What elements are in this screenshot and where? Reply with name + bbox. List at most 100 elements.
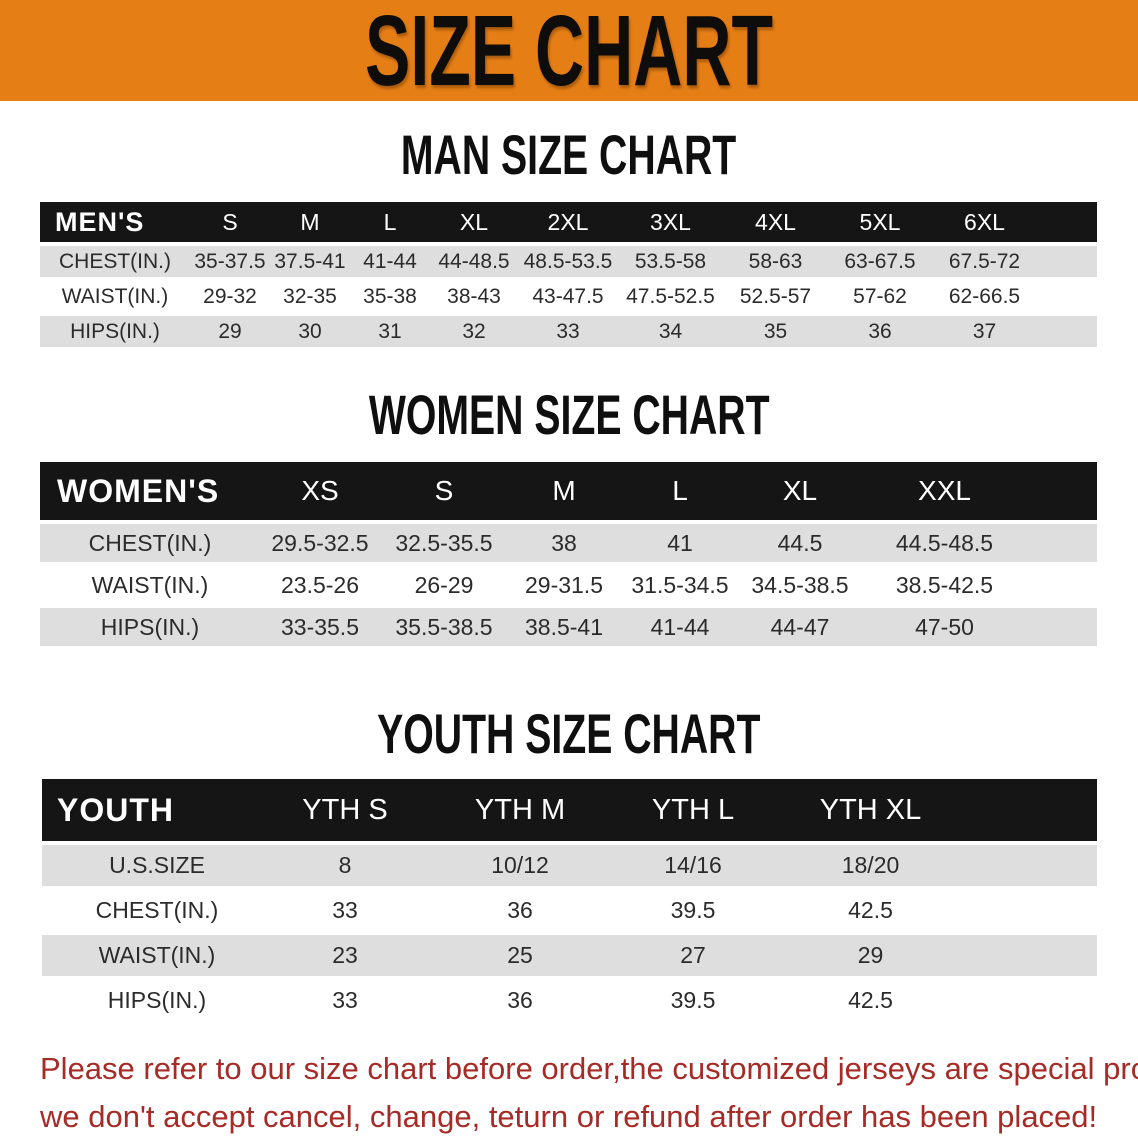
size-column-header: XL bbox=[459, 208, 489, 235]
measurement-row: HIPS(IN.) 33-35.5 35.5-38.5 38.5-41 41-44 44-… bbox=[40, 608, 1097, 646]
measurement-row: WAIST(IN.) 23 25 27 29 bbox=[42, 935, 1097, 976]
measurement-value: 38.5-41 bbox=[524, 613, 603, 640]
measurement-value: 18/20 bbox=[841, 852, 900, 878]
size-column-header: XS bbox=[301, 475, 339, 506]
measurement-value: 38.5-42.5 bbox=[895, 571, 994, 598]
measurement-row: WAIST(IN.) 29-32 32-35 35-38 38-43 43-47.5 47.… bbox=[40, 281, 1097, 312]
measurement-row: U.S.SIZE 8 10/12 14/16 18/20 bbox=[42, 845, 1097, 886]
measurement-label: CHEST(IN.) bbox=[59, 249, 171, 273]
measurement-value: 42.5 bbox=[848, 897, 893, 923]
size-column-header: S bbox=[434, 475, 454, 506]
measurement-value: 36 bbox=[507, 987, 533, 1013]
measurement-value: 39.5 bbox=[670, 897, 716, 923]
measurement-value: 29.5-32.5 bbox=[271, 529, 369, 556]
size-column-header: S bbox=[222, 208, 238, 235]
measurement-value: 10/12 bbox=[491, 852, 549, 878]
size-column-header: YTH S bbox=[302, 793, 388, 826]
group-label-header: WOMEN'S bbox=[57, 472, 220, 509]
size-column-header: M bbox=[300, 208, 320, 235]
size-header-row: MEN'S S M L XL 2XL 3XL 4XL 5XL 6XL bbox=[40, 202, 1097, 242]
size-column-header: XL bbox=[782, 475, 818, 506]
group-label-header: YOUTH bbox=[57, 791, 174, 828]
size-column-header: L bbox=[383, 208, 397, 235]
measurement-label: WAIST(IN.) bbox=[98, 942, 216, 968]
measurement-value: 58-63 bbox=[748, 249, 803, 273]
measurement-value: 44.5 bbox=[777, 529, 823, 556]
measurement-value: 41 bbox=[667, 529, 693, 556]
measurement-value: 29-32 bbox=[203, 284, 257, 308]
measurement-value: 44-48.5 bbox=[438, 249, 510, 273]
measurement-value: 57-62 bbox=[853, 284, 907, 308]
measurement-value: 14/16 bbox=[664, 852, 722, 878]
measurement-value: 47.5-52.5 bbox=[626, 284, 715, 308]
size-column-header: 5XL bbox=[859, 208, 901, 235]
measurement-value: 42.5 bbox=[848, 987, 893, 1013]
measurement-value: 31 bbox=[378, 319, 402, 343]
size-header-row: WOMEN'S XS S M L XL XXL bbox=[40, 462, 1097, 520]
disclaimer-line-2: we don't accept cancel, change, teturn o… bbox=[40, 1099, 1098, 1135]
measurement-label: U.S.SIZE bbox=[109, 852, 205, 878]
measurement-value: 44-47 bbox=[770, 613, 830, 640]
measurement-value: 26-29 bbox=[414, 571, 474, 598]
measurement-label: WAIST(IN.) bbox=[61, 284, 169, 308]
measurement-value: 30 bbox=[298, 319, 322, 343]
measurement-value: 34.5-38.5 bbox=[751, 571, 849, 598]
size-column-header: L bbox=[672, 475, 688, 506]
womens-size-table: WOMEN'S XS S M L XL XXL CHEST(IN.) 29.5-32.5 32.5… bbox=[40, 458, 1097, 650]
measurement-value: 32 bbox=[462, 319, 486, 343]
size-column-header: YTH XL bbox=[819, 793, 922, 826]
page-title: SIZE CHART bbox=[365, 0, 773, 107]
measurement-value: 67.5-72 bbox=[948, 249, 1021, 273]
measurement-value: 32-35 bbox=[283, 284, 337, 308]
measurement-value: 27 bbox=[680, 942, 706, 968]
measurement-row: HIPS(IN.) 29 30 31 32 33 34 35 36 37 bbox=[40, 316, 1097, 347]
measurement-value: 33 bbox=[332, 897, 358, 923]
measurement-value: 36 bbox=[507, 897, 533, 923]
measurement-value: 35-37.5 bbox=[194, 249, 266, 273]
measurement-value: 29 bbox=[857, 942, 884, 968]
measurement-value: 25 bbox=[507, 942, 533, 968]
youth-size-table: YOUTH YTH S YTH M YTH L YTH XL U.S.SIZE 8 10/12… bbox=[42, 775, 1097, 1025]
size-column-header: M bbox=[552, 475, 576, 506]
measurement-value: 31.5-34.5 bbox=[631, 571, 729, 598]
measurement-value: 47-50 bbox=[915, 613, 974, 640]
measurement-row: HIPS(IN.) 33 36 39.5 42.5 bbox=[42, 980, 1097, 1021]
measurement-value: 63-67.5 bbox=[844, 249, 916, 273]
measurement-value: 44.5-48.5 bbox=[895, 529, 994, 556]
measurement-value: 35 bbox=[763, 319, 788, 343]
measurement-value: 52.5-57 bbox=[739, 284, 812, 308]
measurement-value: 32.5-35.5 bbox=[395, 529, 493, 556]
mens-size-table: MEN'S S M L XL 2XL 3XL 4XL 5XL 6XL CHEST(IN.) 35-37… bbox=[40, 198, 1097, 351]
size-chart-banner: SIZE CHART bbox=[0, 0, 1138, 101]
measurement-value: 43-47.5 bbox=[532, 284, 604, 308]
measurement-value: 41-44 bbox=[650, 613, 710, 640]
size-column-header: 2XL bbox=[547, 208, 589, 235]
size-column-header: 6XL bbox=[964, 208, 1005, 235]
measurement-label: WAIST(IN.) bbox=[91, 571, 209, 598]
measurement-label: HIPS(IN.) bbox=[70, 319, 160, 343]
size-column-header: YTH M bbox=[474, 793, 566, 826]
measurement-row: CHEST(IN.) 29.5-32.5 32.5-35.5 38 41 44.5 44.5… bbox=[40, 524, 1097, 562]
size-header-row: YOUTH YTH S YTH M YTH L YTH XL bbox=[42, 779, 1097, 841]
measurement-value: 48.5-53.5 bbox=[523, 249, 613, 273]
measurement-value: 36 bbox=[868, 319, 892, 343]
measurement-value: 8 bbox=[338, 852, 352, 878]
disclaimer-text: Please refer to our size chart before or… bbox=[40, 1045, 1138, 1141]
measurement-value: 23 bbox=[332, 942, 358, 968]
disclaimer-line-1: Please refer to our size chart before or… bbox=[40, 1051, 1138, 1086]
measurement-value: 35-38 bbox=[363, 284, 417, 308]
measurement-value: 33 bbox=[332, 987, 358, 1013]
measurement-label: HIPS(IN.) bbox=[107, 987, 207, 1013]
measurement-value: 62-66.5 bbox=[948, 284, 1021, 308]
size-column-header: 4XL bbox=[755, 208, 796, 235]
measurement-value: 37.5-41 bbox=[274, 249, 346, 273]
measurement-row: CHEST(IN.) 35-37.5 37.5-41 41-44 44-48.5 48.5… bbox=[40, 246, 1097, 277]
womens-section-title: WOMEN SIZE CHART bbox=[368, 383, 770, 446]
measurement-value: 39.5 bbox=[670, 987, 716, 1013]
size-column-header: 3XL bbox=[650, 208, 691, 235]
size-column-header: YTH L bbox=[651, 793, 735, 826]
measurement-value: 23.5-26 bbox=[280, 571, 359, 598]
measurement-value: 38 bbox=[551, 529, 577, 556]
measurement-value: 33 bbox=[556, 319, 580, 343]
group-label-header: MEN'S bbox=[55, 206, 145, 237]
